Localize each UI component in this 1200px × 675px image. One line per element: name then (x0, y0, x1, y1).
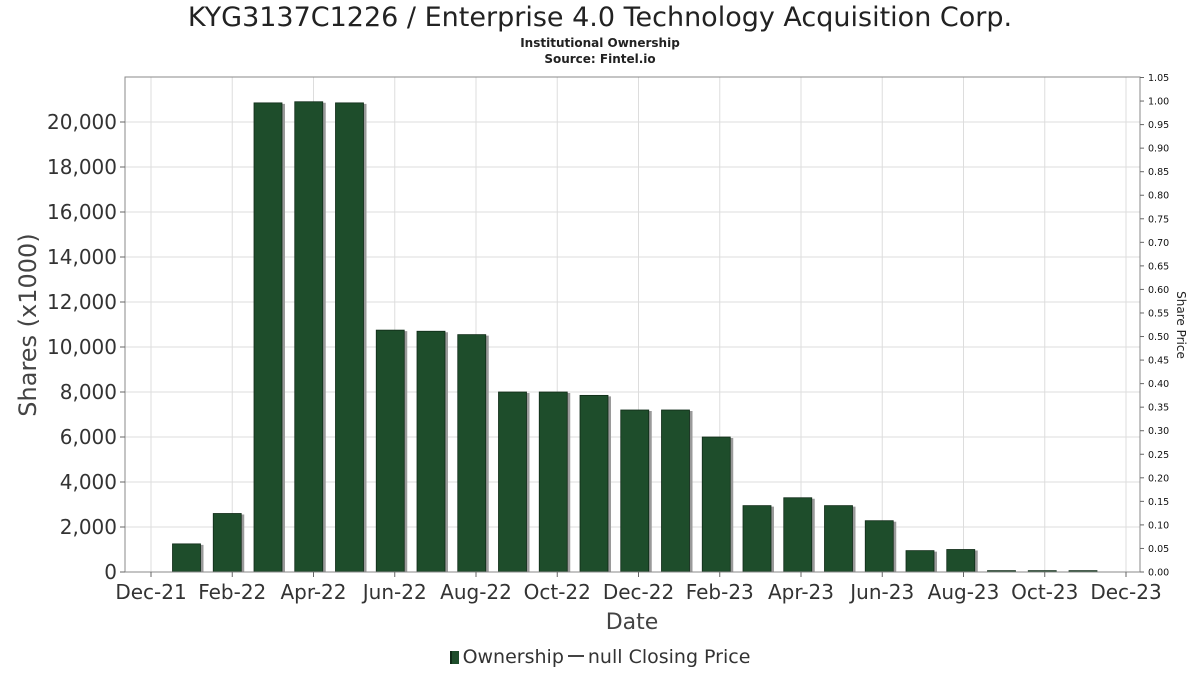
plot-frame (124, 76, 1141, 573)
ownership-bar (375, 329, 405, 573)
y-tick-label: 14,000 (47, 245, 117, 269)
closing-price-line-swatch (567, 655, 584, 657)
ownership-bar (579, 394, 609, 573)
y2-tick-label: 0.40 (1148, 379, 1169, 390)
y2-tick-label: 0.80 (1148, 191, 1169, 202)
y2-tick-label: 0.35 (1148, 403, 1169, 414)
chart-subtitle: Institutional Ownership (520, 36, 680, 50)
ownership-bar (620, 409, 650, 573)
ownership-swatch (449, 651, 459, 664)
legend-ownership-label: Ownership (462, 646, 564, 668)
ownership-bar (498, 391, 527, 573)
y-axis-label: Shares (x1000) (14, 233, 42, 416)
x-tick-label: Feb-22 (198, 580, 266, 604)
x-tick-label: Jun-23 (848, 580, 914, 604)
y2-tick-label: 0.00 (1148, 568, 1169, 579)
ownership-bar (457, 334, 487, 573)
y2-tick-label: 0.50 (1148, 332, 1169, 343)
chart-title: KYG3137C1226 / Enterprise 4.0 Technology… (187, 2, 1013, 33)
y2-tick-label: 0.10 (1148, 520, 1169, 531)
ownership-chart: 0 2,000 4,000 6,000 8,000 10,000 12,000 14,000 1… (14, 73, 1188, 635)
y2-tick-label: 0.05 (1148, 544, 1169, 555)
x-tick-label: Oct-23 (1011, 580, 1078, 604)
x-tick-label: Dec-22 (603, 580, 674, 604)
bar-layer (172, 101, 1100, 573)
y2-tick-label: 0.30 (1148, 426, 1169, 437)
x-tick-label: Jun-22 (361, 580, 427, 604)
y2-tick-label: 0.20 (1148, 473, 1169, 484)
y-tick-label: 0 (104, 560, 117, 584)
ownership-bar (905, 550, 935, 573)
ownership-bar (335, 102, 364, 573)
y2-tick-label: 0.90 (1148, 144, 1169, 155)
x-tick-label: Aug-22 (440, 580, 512, 604)
x-tick-label: Apr-23 (768, 580, 834, 604)
x-tick-label: Oct-22 (524, 580, 591, 604)
y2-tick-label: 0.60 (1148, 285, 1169, 296)
y-tick-label: 10,000 (47, 335, 117, 359)
ownership-bar (946, 549, 976, 573)
y2-tick-label: 1.00 (1148, 97, 1169, 108)
y2-tick-label: 0.85 (1148, 167, 1169, 178)
y-tick-label: 8,000 (60, 380, 117, 404)
y-tick-label: 2,000 (60, 515, 117, 539)
x-tick-label: Dec-23 (1090, 580, 1161, 604)
ownership-bar (742, 505, 772, 573)
y2-tick-label: 0.70 (1148, 238, 1169, 249)
y-tick-label: 20,000 (47, 110, 117, 134)
y2-tick-label: 0.25 (1148, 450, 1169, 461)
ownership-bar (538, 391, 568, 573)
y2-tick-label: 0.65 (1148, 261, 1169, 272)
y-tick-label: 16,000 (47, 200, 117, 224)
ownership-bar (172, 543, 201, 573)
y-tick-label: 6,000 (60, 425, 117, 449)
grid-layer (125, 77, 1140, 573)
y2-tick-label: 0.45 (1148, 356, 1169, 367)
ownership-bar (253, 102, 283, 573)
legend: Ownership null Closing Price (0, 646, 1200, 668)
chart-source: Source: Fintel.io (544, 52, 656, 66)
y2-tick-label: 0.15 (1148, 497, 1169, 508)
ownership-bar (294, 101, 324, 573)
axis-layer: 0 2,000 4,000 6,000 8,000 10,000 12,000 14,000 1… (47, 73, 1169, 604)
y-tick-label: 12,000 (47, 290, 117, 314)
y2-tick-label: 1.05 (1148, 73, 1169, 84)
y-tick-label: 4,000 (60, 470, 117, 494)
x-tick-label: Apr-22 (281, 580, 347, 604)
y-tick-label: 18,000 (47, 155, 117, 179)
legend-closing-price-label: null Closing Price (587, 646, 751, 668)
ownership-bar (416, 330, 446, 573)
x-tick-label: Dec-21 (115, 580, 186, 604)
ownership-bar (783, 497, 813, 573)
y2-tick-label: 0.55 (1148, 308, 1169, 319)
x-axis-label: Date (606, 610, 659, 635)
x-tick-label: Feb-23 (686, 580, 754, 604)
y2-tick-label: 0.95 (1148, 120, 1169, 131)
ownership-bar (661, 409, 690, 573)
y2-axis-label: Share Price (1174, 291, 1188, 359)
ownership-bar (864, 520, 894, 573)
ownership-bar (212, 513, 242, 573)
ownership-bar (701, 436, 731, 573)
x-tick-label: Aug-23 (928, 580, 1000, 604)
y2-tick-label: 0.75 (1148, 214, 1169, 225)
ownership-bar (824, 505, 853, 573)
